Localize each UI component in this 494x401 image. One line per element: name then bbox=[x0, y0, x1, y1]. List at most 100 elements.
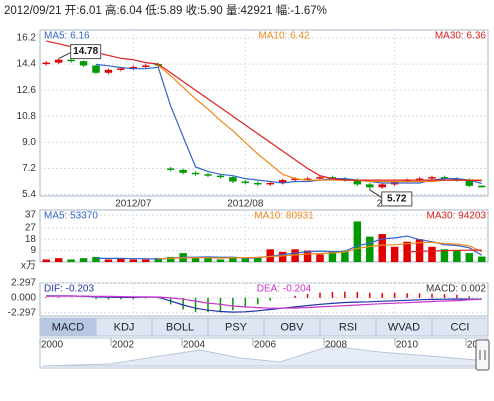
ma-line bbox=[158, 241, 483, 260]
volume-bar bbox=[154, 258, 162, 262]
volume-bar bbox=[328, 251, 337, 262]
volume-bar bbox=[67, 259, 75, 262]
y-tick-label: -2.297 bbox=[8, 307, 37, 318]
y-tick-label: 2.297 bbox=[11, 278, 36, 289]
candle-body bbox=[415, 178, 424, 181]
y-tick-label: 9.0 bbox=[22, 137, 36, 148]
timeline-year: 2006 bbox=[254, 340, 277, 351]
candle-body bbox=[129, 66, 138, 69]
volume-bar bbox=[191, 258, 200, 262]
indicator-tab-label[interactable]: BOLL bbox=[166, 321, 194, 333]
annotation-box bbox=[70, 44, 102, 60]
x-tick-label: 2012/08 bbox=[227, 199, 264, 210]
annotation-label: 14.78 bbox=[73, 46, 98, 57]
y-tick-label: 7.2 bbox=[22, 163, 36, 174]
candle-body bbox=[204, 174, 212, 176]
volume-bar bbox=[129, 259, 138, 262]
ma-line bbox=[95, 63, 482, 185]
legend-label: MA30: 94203 bbox=[427, 211, 487, 222]
volume-bar bbox=[216, 259, 225, 262]
timeline-year: 2000 bbox=[41, 340, 64, 351]
volume-bar bbox=[254, 256, 262, 262]
volume-bar bbox=[378, 234, 386, 262]
legend-label: MACD: 0.002 bbox=[426, 284, 486, 295]
y-tick-label: 0.000 bbox=[11, 293, 36, 304]
volume-bar bbox=[241, 258, 250, 262]
volume-bar bbox=[104, 259, 113, 262]
volume-bar bbox=[453, 250, 461, 262]
y-tick-label: 18 bbox=[25, 234, 37, 245]
candle-body bbox=[104, 69, 113, 73]
volume-bar bbox=[204, 258, 212, 262]
volume-bar bbox=[353, 221, 362, 262]
y-tick-label: 5.4 bbox=[22, 189, 36, 200]
candle-body bbox=[229, 177, 237, 182]
candle-body bbox=[353, 180, 362, 185]
indicator-tab[interactable] bbox=[431, 317, 489, 337]
candle-body bbox=[291, 178, 299, 181]
timeline-year: 2004 bbox=[183, 340, 206, 351]
y-tick-label: 37 bbox=[25, 210, 37, 221]
candle-body bbox=[179, 169, 187, 173]
legend-label: DEA: -0.204 bbox=[257, 284, 312, 295]
annotation-box bbox=[381, 191, 413, 207]
candle-body bbox=[428, 177, 436, 179]
volume-bar bbox=[79, 258, 88, 262]
candle-body bbox=[328, 177, 337, 179]
volume-bar bbox=[291, 249, 299, 262]
candle-body bbox=[378, 184, 386, 188]
ma-line bbox=[46, 295, 482, 313]
candle-body bbox=[79, 61, 88, 66]
y-tick-label: 9 bbox=[30, 245, 36, 256]
candle-body bbox=[67, 59, 75, 62]
volume-bar bbox=[440, 249, 449, 262]
candle-body bbox=[453, 178, 461, 181]
ma-line bbox=[46, 295, 482, 309]
ma-line bbox=[407, 249, 482, 253]
indicator-tab-label[interactable]: PSY bbox=[225, 321, 248, 333]
candle-body bbox=[465, 180, 474, 186]
indicator-tab-label[interactable]: OBV bbox=[280, 321, 304, 333]
volume-bar bbox=[316, 254, 324, 262]
volume-bar bbox=[366, 236, 374, 262]
indicator-tab-label[interactable]: KDJ bbox=[114, 321, 135, 333]
timeline-year: 2010 bbox=[396, 340, 419, 351]
timeline-year: 2002 bbox=[112, 340, 135, 351]
timeline-year: 2008 bbox=[325, 340, 348, 351]
indicator-tab-label[interactable]: CCI bbox=[451, 321, 470, 333]
unit-label: x万 bbox=[21, 261, 36, 272]
candle-body bbox=[42, 62, 50, 65]
volume-bar bbox=[428, 246, 436, 262]
indicator-tab-label[interactable]: RSI bbox=[339, 321, 357, 333]
legend-label: MA10: 6.42 bbox=[258, 31, 310, 42]
timeline-handle[interactable] bbox=[475, 339, 490, 371]
annotation-label: 5.72 bbox=[387, 194, 407, 205]
candle-body bbox=[241, 181, 250, 183]
volume-bar bbox=[415, 239, 424, 262]
volume-bar bbox=[92, 256, 100, 262]
volume-bar bbox=[54, 258, 63, 262]
candle-body bbox=[341, 178, 349, 181]
candle-body bbox=[254, 182, 262, 185]
candle-body bbox=[266, 182, 274, 185]
candle-body bbox=[316, 177, 324, 179]
legend-label: MA5: 6.16 bbox=[44, 31, 90, 42]
candle-body bbox=[278, 180, 287, 183]
y-tick-label: 27 bbox=[25, 222, 37, 233]
header: 2012/09/21 开:6.01 高:6.04 低:5.89 收:5.90 量… bbox=[4, 3, 327, 17]
legend-label: DIF: -0.203 bbox=[44, 284, 94, 295]
indicator-tab-label[interactable]: WVAD bbox=[388, 321, 420, 333]
volume-bar bbox=[117, 258, 125, 262]
candle-body bbox=[440, 177, 449, 179]
volume-bar bbox=[303, 250, 312, 262]
y-tick-label: 12.6 bbox=[17, 85, 37, 96]
legend-label: MA5: 53370 bbox=[44, 211, 98, 222]
x-tick-label: 2012/07 bbox=[115, 199, 152, 210]
candle-body bbox=[54, 59, 63, 63]
indicator-tab-label[interactable]: MACD bbox=[52, 321, 84, 333]
ma-line bbox=[46, 40, 482, 182]
candle-body bbox=[92, 65, 100, 73]
ma-line bbox=[157, 65, 482, 183]
candle-body bbox=[366, 184, 374, 188]
candle-body bbox=[191, 172, 200, 175]
